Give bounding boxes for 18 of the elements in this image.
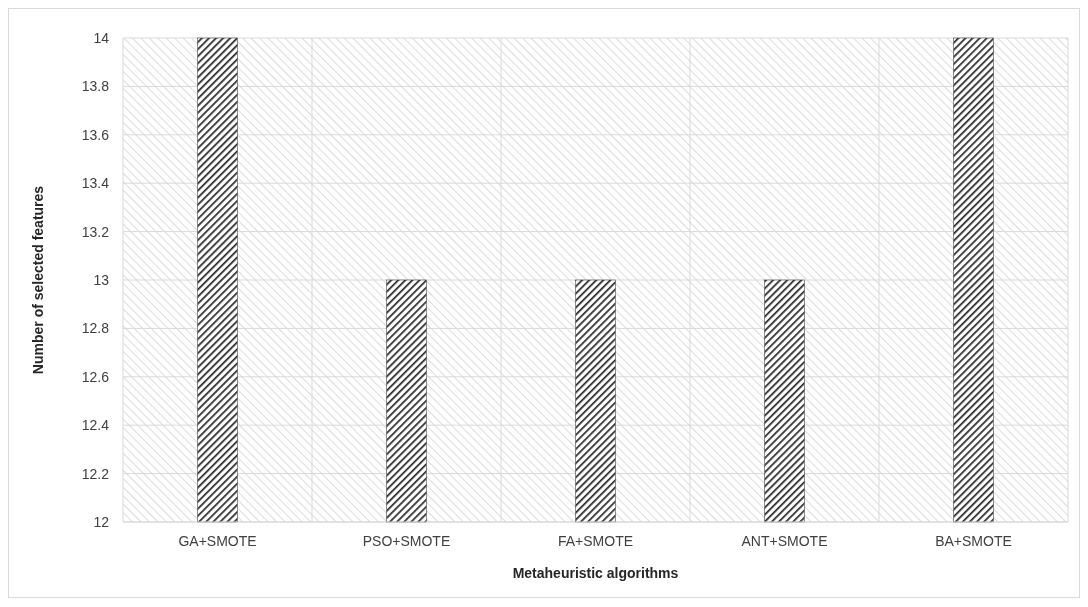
y-tick-label: 12 (93, 513, 110, 530)
y-tick-label: 13.6 (81, 126, 110, 143)
x-tick-label: BA+SMOTE (935, 533, 1012, 549)
y-tick-label: 13.2 (81, 223, 110, 240)
x-axis-title: Metaheuristic algorithms (512, 565, 679, 581)
y-tick-label: 12.4 (81, 417, 110, 434)
y-tick-label: 12.6 (81, 368, 110, 385)
x-tick-label: FA+SMOTE (557, 533, 634, 549)
y-tick-label: 13.4 (81, 175, 110, 192)
y-axis-title: Number of selected features (30, 185, 46, 375)
y-tick-label: 13.8 (81, 78, 110, 95)
x-tick-label: PSO+SMOTE (362, 533, 451, 549)
y-tick-label: 13 (93, 271, 110, 288)
x-tick-label: GA+SMOTE (178, 533, 257, 549)
y-tick-label: 12.2 (81, 465, 110, 482)
y-tick-label: 12.8 (81, 320, 110, 337)
x-tick-label: ANT+SMOTE (741, 533, 828, 549)
y-tick-label: 14 (93, 29, 110, 46)
